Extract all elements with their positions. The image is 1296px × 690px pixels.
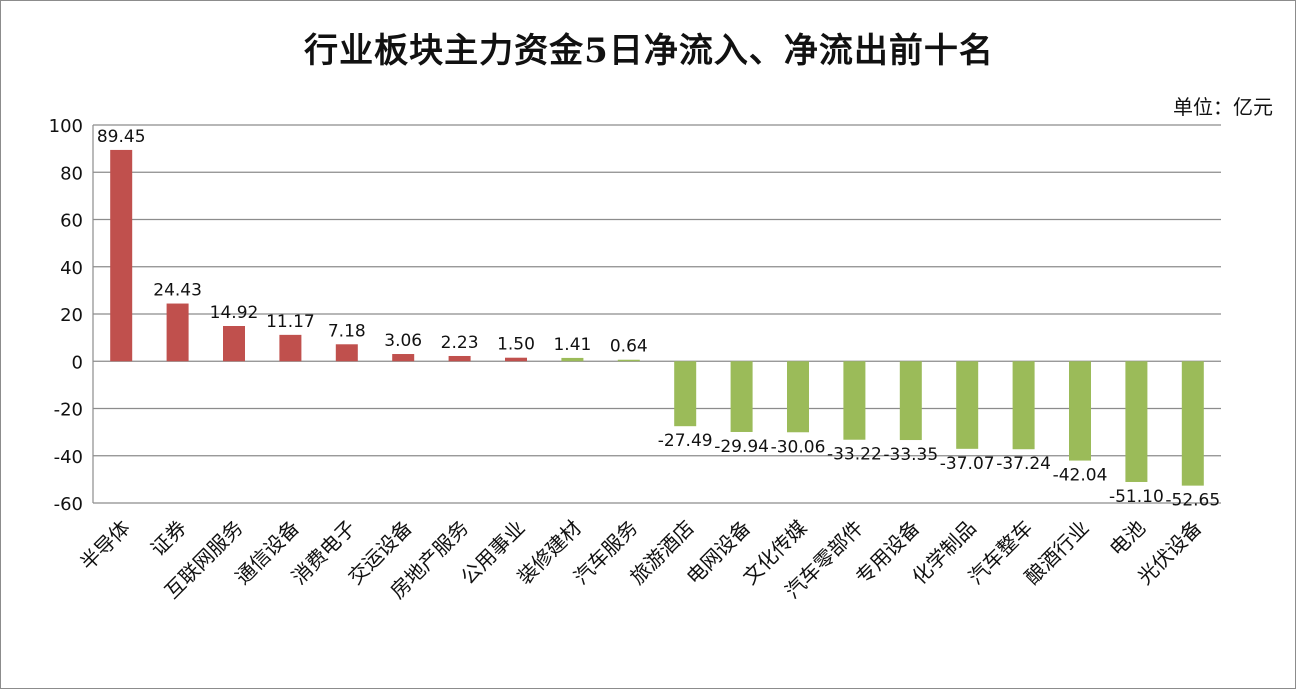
- bar: [561, 357, 584, 362]
- data-label: -33.35: [883, 445, 938, 465]
- bar: [1012, 361, 1035, 450]
- bar: [1069, 361, 1091, 461]
- bar: [956, 361, 979, 449]
- unit-label: 单位：亿元: [1173, 95, 1273, 119]
- data-label: -30.06: [771, 437, 826, 457]
- data-label: 1.50: [497, 335, 535, 355]
- data-label: 7.18: [328, 321, 366, 341]
- data-label: 24.43: [153, 281, 202, 301]
- y-tick-label: -20: [54, 400, 83, 421]
- y-tick-label: 100: [49, 116, 83, 137]
- data-label: -37.24: [996, 454, 1051, 474]
- bar: [505, 357, 527, 362]
- y-tick-label: -60: [54, 494, 83, 515]
- bar: [166, 303, 189, 362]
- data-label: -52.65: [1165, 491, 1220, 511]
- data-label: -37.07: [940, 454, 995, 474]
- bar: [787, 361, 809, 433]
- y-tick-label: 60: [60, 211, 83, 232]
- bar: [843, 361, 866, 440]
- data-label: -29.94: [714, 437, 769, 457]
- data-label: 1.41: [553, 335, 591, 355]
- y-tick-label: 0: [72, 352, 83, 373]
- y-tick-label: -40: [54, 447, 83, 468]
- data-label: 14.92: [210, 303, 259, 323]
- data-label: 0.64: [610, 337, 648, 357]
- data-label: -33.22: [827, 445, 882, 465]
- bar: [1181, 361, 1204, 486]
- bar: [110, 149, 133, 362]
- bar: [279, 334, 302, 362]
- category-label: 电池: [1105, 516, 1150, 561]
- data-label: -27.49: [658, 431, 713, 451]
- bar: [1125, 361, 1148, 482]
- chart-title: 行业板块主力资金5日净流入、净流出前十名: [304, 31, 994, 71]
- data-label: -42.04: [1053, 466, 1108, 486]
- y-tick-label: 40: [60, 258, 83, 279]
- bar: [448, 355, 471, 362]
- category-label: 半导体: [75, 516, 134, 575]
- bar: [392, 354, 415, 362]
- bar: [223, 326, 245, 362]
- category-label: 证券: [146, 516, 191, 561]
- bar: [899, 361, 922, 441]
- bar: [730, 361, 753, 432]
- y-tick-label: 20: [60, 305, 83, 326]
- bar: [617, 359, 640, 362]
- data-label: -51.10: [1109, 487, 1164, 507]
- y-tick-label: 80: [60, 163, 83, 184]
- data-label: 3.06: [384, 331, 422, 351]
- bar: [335, 344, 358, 362]
- data-label: 2.23: [441, 333, 479, 353]
- bar: [674, 361, 697, 427]
- data-label: 11.17: [266, 312, 315, 332]
- data-label: 89.45: [97, 127, 146, 147]
